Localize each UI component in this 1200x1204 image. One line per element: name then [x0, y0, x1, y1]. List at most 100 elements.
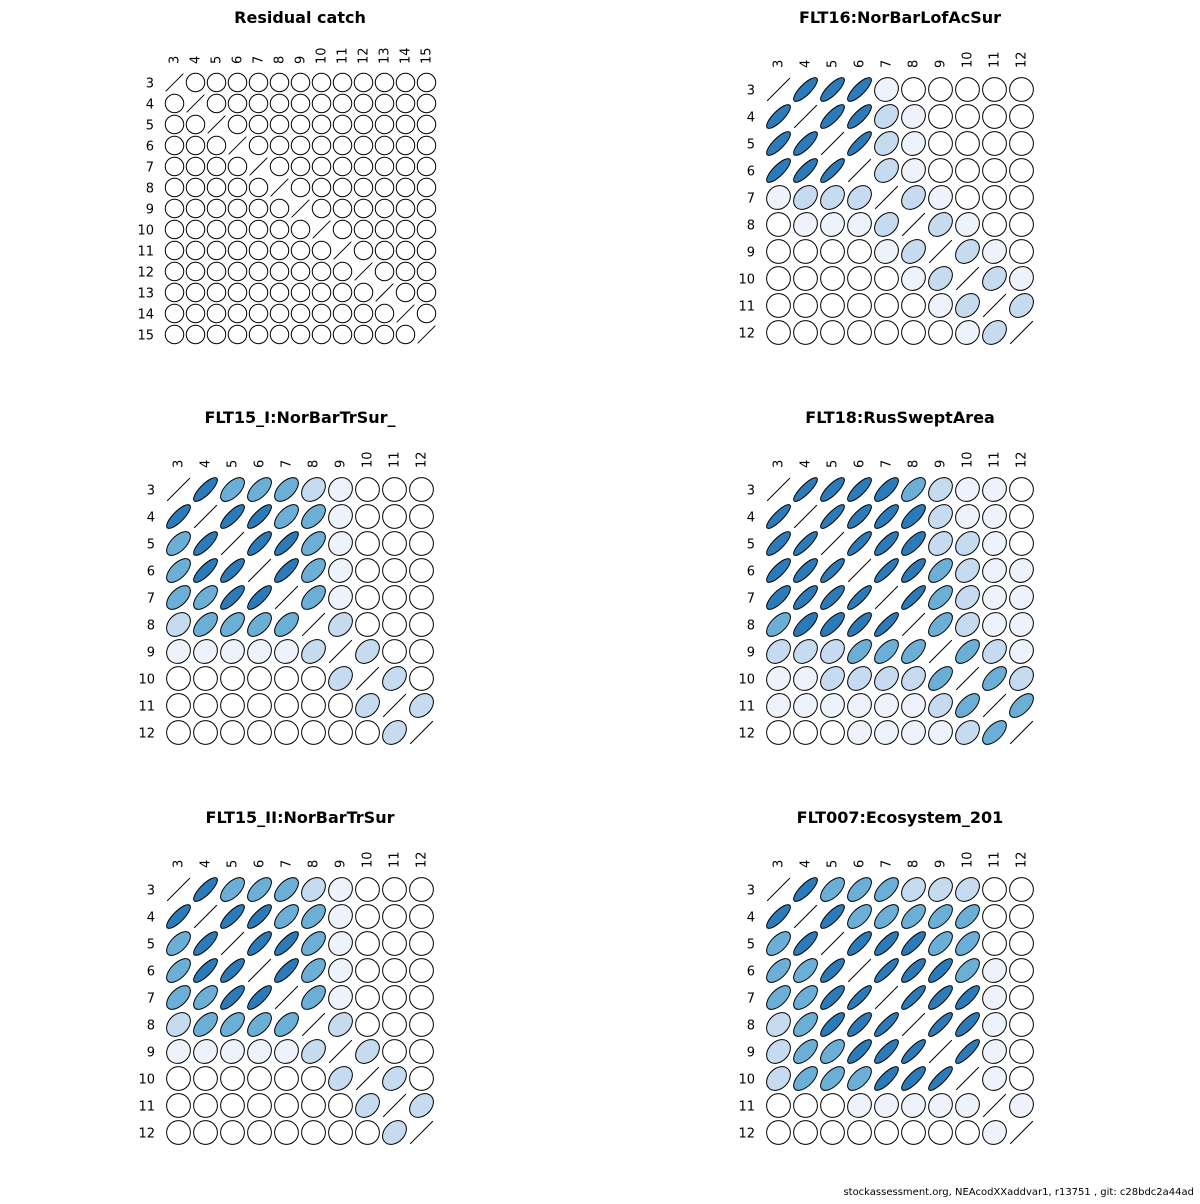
correlation-ellipse	[220, 666, 245, 691]
correlation-ellipse	[328, 931, 353, 956]
correlation-ellipse	[311, 114, 332, 135]
correlation-ellipse	[227, 324, 248, 345]
correlation-ellipse	[820, 558, 845, 583]
correlation-ellipse	[290, 324, 311, 345]
correlation-ellipse	[793, 239, 818, 264]
correlation-ellipse	[382, 931, 407, 956]
correlation-ellipse	[928, 131, 953, 156]
row-tick-label: 3	[747, 884, 755, 899]
correlation-ellipse	[164, 282, 185, 303]
column-tick-label: 12	[357, 47, 372, 64]
row-tick-label: 14	[137, 308, 154, 323]
correlation-ellipse	[269, 198, 290, 219]
correlation-panel-4: FLT18:RusSweptArea 3 4 5 6 7 8 9 10 11 12 3 4 5 6 7 8 9 10…	[738, 408, 1034, 745]
correlation-panel-3: FLT15_I:NorBarTrSur_ 3 4 5 6 7 8 9 10 11 12 3 4 5 6 7 8 9…	[138, 408, 434, 745]
row-tick-label: 10	[137, 224, 154, 239]
correlation-ellipse	[847, 585, 872, 610]
correlation-ellipse	[793, 931, 818, 956]
correlation-ellipse	[793, 985, 818, 1010]
correlation-ellipse	[847, 1012, 872, 1037]
correlation-ellipse	[247, 639, 272, 664]
correlation-ellipse	[301, 720, 326, 745]
correlation-ellipse	[301, 1066, 326, 1091]
correlation-ellipse	[928, 904, 953, 929]
correlation-ellipse	[1009, 585, 1034, 610]
correlation-ellipse	[820, 1120, 845, 1145]
correlation-ellipse	[355, 1039, 380, 1064]
column-tick-label: 4	[199, 860, 214, 868]
correlation-ellipse	[355, 931, 380, 956]
correlation-ellipse	[901, 293, 926, 318]
correlation-ellipse	[409, 504, 434, 529]
correlation-ellipse	[374, 240, 395, 261]
correlation-ellipse	[847, 104, 872, 129]
correlation-ellipse	[166, 958, 191, 983]
correlation-ellipse	[395, 93, 416, 114]
correlation-ellipse	[820, 293, 845, 318]
correlation-ellipse	[274, 1012, 299, 1037]
correlation-ellipse	[928, 666, 953, 691]
correlation-ellipse	[328, 693, 353, 718]
correlation-ellipse	[901, 477, 926, 502]
correlation-ellipse	[901, 504, 926, 529]
correlation-ellipse	[193, 1120, 218, 1145]
correlation-ellipse	[793, 558, 818, 583]
correlation-ellipse	[164, 156, 185, 177]
correlation-ellipse	[166, 931, 191, 956]
correlation-ellipse	[193, 477, 218, 502]
correlation-ellipse	[328, 958, 353, 983]
correlation-ellipse	[248, 93, 269, 114]
correlation-ellipse	[982, 958, 1007, 983]
correlation-ellipse	[395, 261, 416, 282]
correlation-ellipse	[820, 185, 845, 210]
correlation-ellipse	[766, 1120, 791, 1145]
correlation-ellipse	[766, 666, 791, 691]
correlation-ellipse	[820, 239, 845, 264]
row-tick-label: 8	[146, 182, 154, 197]
correlation-ellipse	[820, 504, 845, 529]
correlation-ellipse	[820, 266, 845, 291]
footer-credit: stockassessment.org, NEAcodXXaddvar1, r1…	[843, 1187, 1194, 1198]
row-tick-label: 5	[747, 138, 755, 153]
correlation-ellipse	[409, 693, 434, 718]
correlation-ellipse	[955, 904, 980, 929]
correlation-ellipse	[247, 531, 272, 556]
correlation-ellipse	[766, 558, 791, 583]
correlation-ellipse	[227, 177, 248, 198]
correlation-ellipse	[185, 177, 206, 198]
row-tick-label: 6	[147, 565, 155, 580]
diagonal-mark	[382, 693, 407, 718]
column-tick-label: 7	[880, 460, 895, 468]
row-tick-label: 9	[147, 646, 155, 661]
diagonal-mark	[928, 239, 953, 264]
correlation-ellipse	[1009, 77, 1034, 102]
correlation-ellipse	[409, 1066, 434, 1091]
column-tick-label: 4	[799, 860, 814, 868]
column-tick-label: 11	[336, 47, 351, 64]
correlation-ellipse	[374, 135, 395, 156]
correlation-ellipse	[955, 639, 980, 664]
correlation-ellipse	[820, 77, 845, 102]
row-tick-label: 7	[147, 992, 155, 1007]
correlation-ellipse	[793, 1120, 818, 1145]
column-tick-label: 9	[934, 60, 949, 68]
row-tick-label: 7	[146, 161, 154, 176]
row-tick-label: 9	[147, 1046, 155, 1061]
correlation-ellipse	[793, 1012, 818, 1037]
correlation-ellipse	[416, 198, 437, 219]
correlation-ellipse	[193, 931, 218, 956]
correlation-ellipse	[355, 1012, 380, 1037]
correlation-ellipse	[164, 198, 185, 219]
correlation-ellipse	[247, 1120, 272, 1145]
correlation-ellipse	[793, 958, 818, 983]
correlation-ellipse	[847, 639, 872, 664]
column-tick-label: 9	[934, 860, 949, 868]
correlation-ellipse	[793, 212, 818, 237]
correlation-ellipse	[206, 282, 227, 303]
diagonal-mark	[955, 666, 980, 691]
correlation-ellipse	[820, 720, 845, 745]
correlation-ellipse	[982, 239, 1007, 264]
correlation-ellipse	[766, 1066, 791, 1091]
correlation-ellipse	[847, 931, 872, 956]
column-tick-label: 7	[280, 860, 295, 868]
